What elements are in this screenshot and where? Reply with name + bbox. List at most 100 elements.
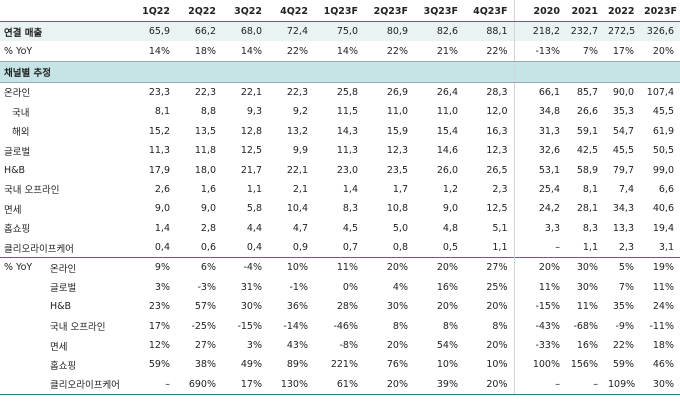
table-cell: 5,8	[246, 203, 262, 215]
table-cell: 65,9	[132, 21, 176, 42]
table-cell: 8%	[464, 316, 515, 336]
table-cell: 30%	[386, 301, 408, 313]
table-cell: 8,3	[582, 222, 598, 234]
section-fill	[464, 61, 515, 83]
table-cell: 82,6	[414, 21, 464, 42]
table-cell: 9%	[132, 257, 176, 278]
table-cell: 18%	[652, 340, 674, 352]
table-cell: 13,3	[612, 222, 634, 234]
table-cell: 76%	[386, 359, 408, 371]
total-row: 연결 매출 65,9 66,2 68,0 72,4 75,0 80,9 82,6 88,1 218…	[0, 21, 680, 42]
table-cell: 12,8	[240, 125, 262, 137]
table-cell: 11,8	[194, 145, 216, 157]
table-cell: 9,0	[442, 203, 458, 215]
table-cell: 4,5	[342, 222, 358, 234]
table-cell: 34,3	[612, 203, 634, 215]
table-cell: 16%	[436, 281, 458, 293]
table-cell: 26,6	[576, 106, 598, 118]
table-cell: 14%	[222, 41, 268, 62]
table-cell: 17%	[222, 374, 268, 396]
channel-row: 홈쇼핑 1,4 2,8 4,4 4,7 4,5 5,0 4,8 5,1 3,3 8,3 13,3 19,…	[0, 218, 680, 238]
table-cell: 85,7	[576, 86, 598, 98]
table-cell: 8,8	[200, 106, 216, 118]
table-cell: -13%	[514, 41, 566, 62]
table-cell: 1,4	[154, 222, 170, 234]
table-cell: 20%	[386, 340, 408, 352]
channel-label: 글로벌	[4, 146, 31, 158]
table-cell: 9,3	[246, 106, 262, 118]
table-cell: 6%	[176, 257, 222, 278]
financial-table: 1Q22 2Q22 3Q22 4Q22 1Q23F 2Q23F 3Q23F 4Q23F 2020…	[0, 0, 680, 396]
table-cell: 24%	[652, 301, 674, 313]
table-cell: 45,5	[612, 145, 634, 157]
channel-label: 국내	[12, 107, 30, 119]
table-cell: 21%	[414, 41, 464, 62]
table-cell: 61%	[314, 374, 364, 396]
table-cell: 24,2	[538, 203, 560, 215]
table-cell: 39%	[414, 374, 464, 396]
table-cell: 9,9	[292, 145, 308, 157]
yoy-row: 국내 오프라인 17% -25% -15% -14% -46% 8% 8% 8% -43% -68%…	[0, 316, 680, 336]
table-cell: 8%	[392, 320, 408, 332]
table-cell: 18%	[176, 41, 222, 62]
channel-row: H&B 17,9 18,0 21,7 22,1 23,0 23,5 26,0 26,5 53,1 5…	[0, 160, 680, 180]
table-cell: 0,4	[154, 242, 170, 254]
column-header: 1Q23F	[314, 0, 364, 22]
channel-label: H&B	[4, 164, 26, 176]
table-cell: 27%	[464, 257, 515, 278]
table-cell: 72,4	[268, 21, 314, 42]
table-cell: 53,1	[538, 164, 560, 176]
table-cell: 17%	[148, 320, 170, 332]
table-cell: 31,3	[538, 125, 560, 137]
section-title: 채널별 추정	[0, 61, 132, 83]
table-cell: -4%	[222, 257, 268, 278]
table-cell: 58,9	[576, 164, 598, 176]
section-fill	[364, 61, 414, 83]
table-cell: –	[132, 374, 176, 396]
table-cell: 3%	[246, 340, 262, 352]
table-cell: 26,5	[464, 160, 515, 180]
table-cell: 10,8	[386, 203, 408, 215]
table-cell: 15,2	[148, 125, 170, 137]
column-header: 2Q23F	[364, 0, 414, 22]
table-cell: 26,9	[386, 86, 408, 98]
column-header: 2022	[604, 0, 640, 22]
table-cell: 34,8	[538, 106, 560, 118]
table-cell: 36%	[286, 301, 308, 313]
channel-row: 국내 오프라인 2,6 1,6 1,1 2,1 1,4 1,7 1,2 2,3 25,4 8,1 7,…	[0, 179, 680, 200]
header-row: 1Q22 2Q22 3Q22 4Q22 1Q23F 2Q23F 3Q23F 4Q23F 2020…	[0, 0, 680, 22]
channel-row: 국내 8,1 8,8 9,3 9,2 11,5 11,0 11,0 12,0 34,8 26,6 35…	[0, 102, 680, 122]
table-cell: 12,5	[464, 199, 515, 219]
table-cell: 32,6	[538, 145, 560, 157]
table-cell: 4,8	[442, 222, 458, 234]
table-cell: -1%	[289, 281, 309, 293]
table-cell: 16%	[576, 340, 598, 352]
table-cell: 59%	[612, 359, 634, 371]
table-cell: 1,7	[392, 183, 408, 195]
table-cell: 11,5	[336, 106, 358, 118]
table-cell: 8%	[442, 320, 458, 332]
row-label: % YoY	[0, 41, 132, 62]
table-cell: 12,5	[240, 145, 262, 157]
table-cell: 20%	[436, 301, 458, 313]
channel-row: 글로벌 11,3 11,8 12,5 9,9 11,3 12,3 14,6 12,3 32,6 42…	[0, 140, 680, 161]
table-cell: 11,0	[386, 106, 408, 118]
section-fill	[176, 61, 222, 83]
table-cell: 6,6	[658, 183, 674, 195]
table-cell: 10,4	[286, 203, 308, 215]
table-cell: 3,1	[658, 242, 674, 254]
table-cell: 20%	[364, 374, 414, 396]
column-header: 2023F	[640, 0, 680, 22]
section-fill	[604, 61, 640, 83]
table-cell: 20%	[464, 374, 515, 396]
table-cell: 66,1	[538, 86, 560, 98]
table-cell: 20%	[514, 257, 566, 278]
column-header: 2Q22	[176, 0, 222, 22]
table-cell: 690%	[176, 374, 222, 396]
section-fill	[132, 61, 176, 83]
table-cell: 23,5	[386, 164, 408, 176]
table-cell: 20%	[640, 41, 680, 62]
table-cell: -33%	[535, 340, 560, 352]
table-cell: 22,1	[240, 86, 262, 98]
table-cell: 11,3	[336, 145, 358, 157]
